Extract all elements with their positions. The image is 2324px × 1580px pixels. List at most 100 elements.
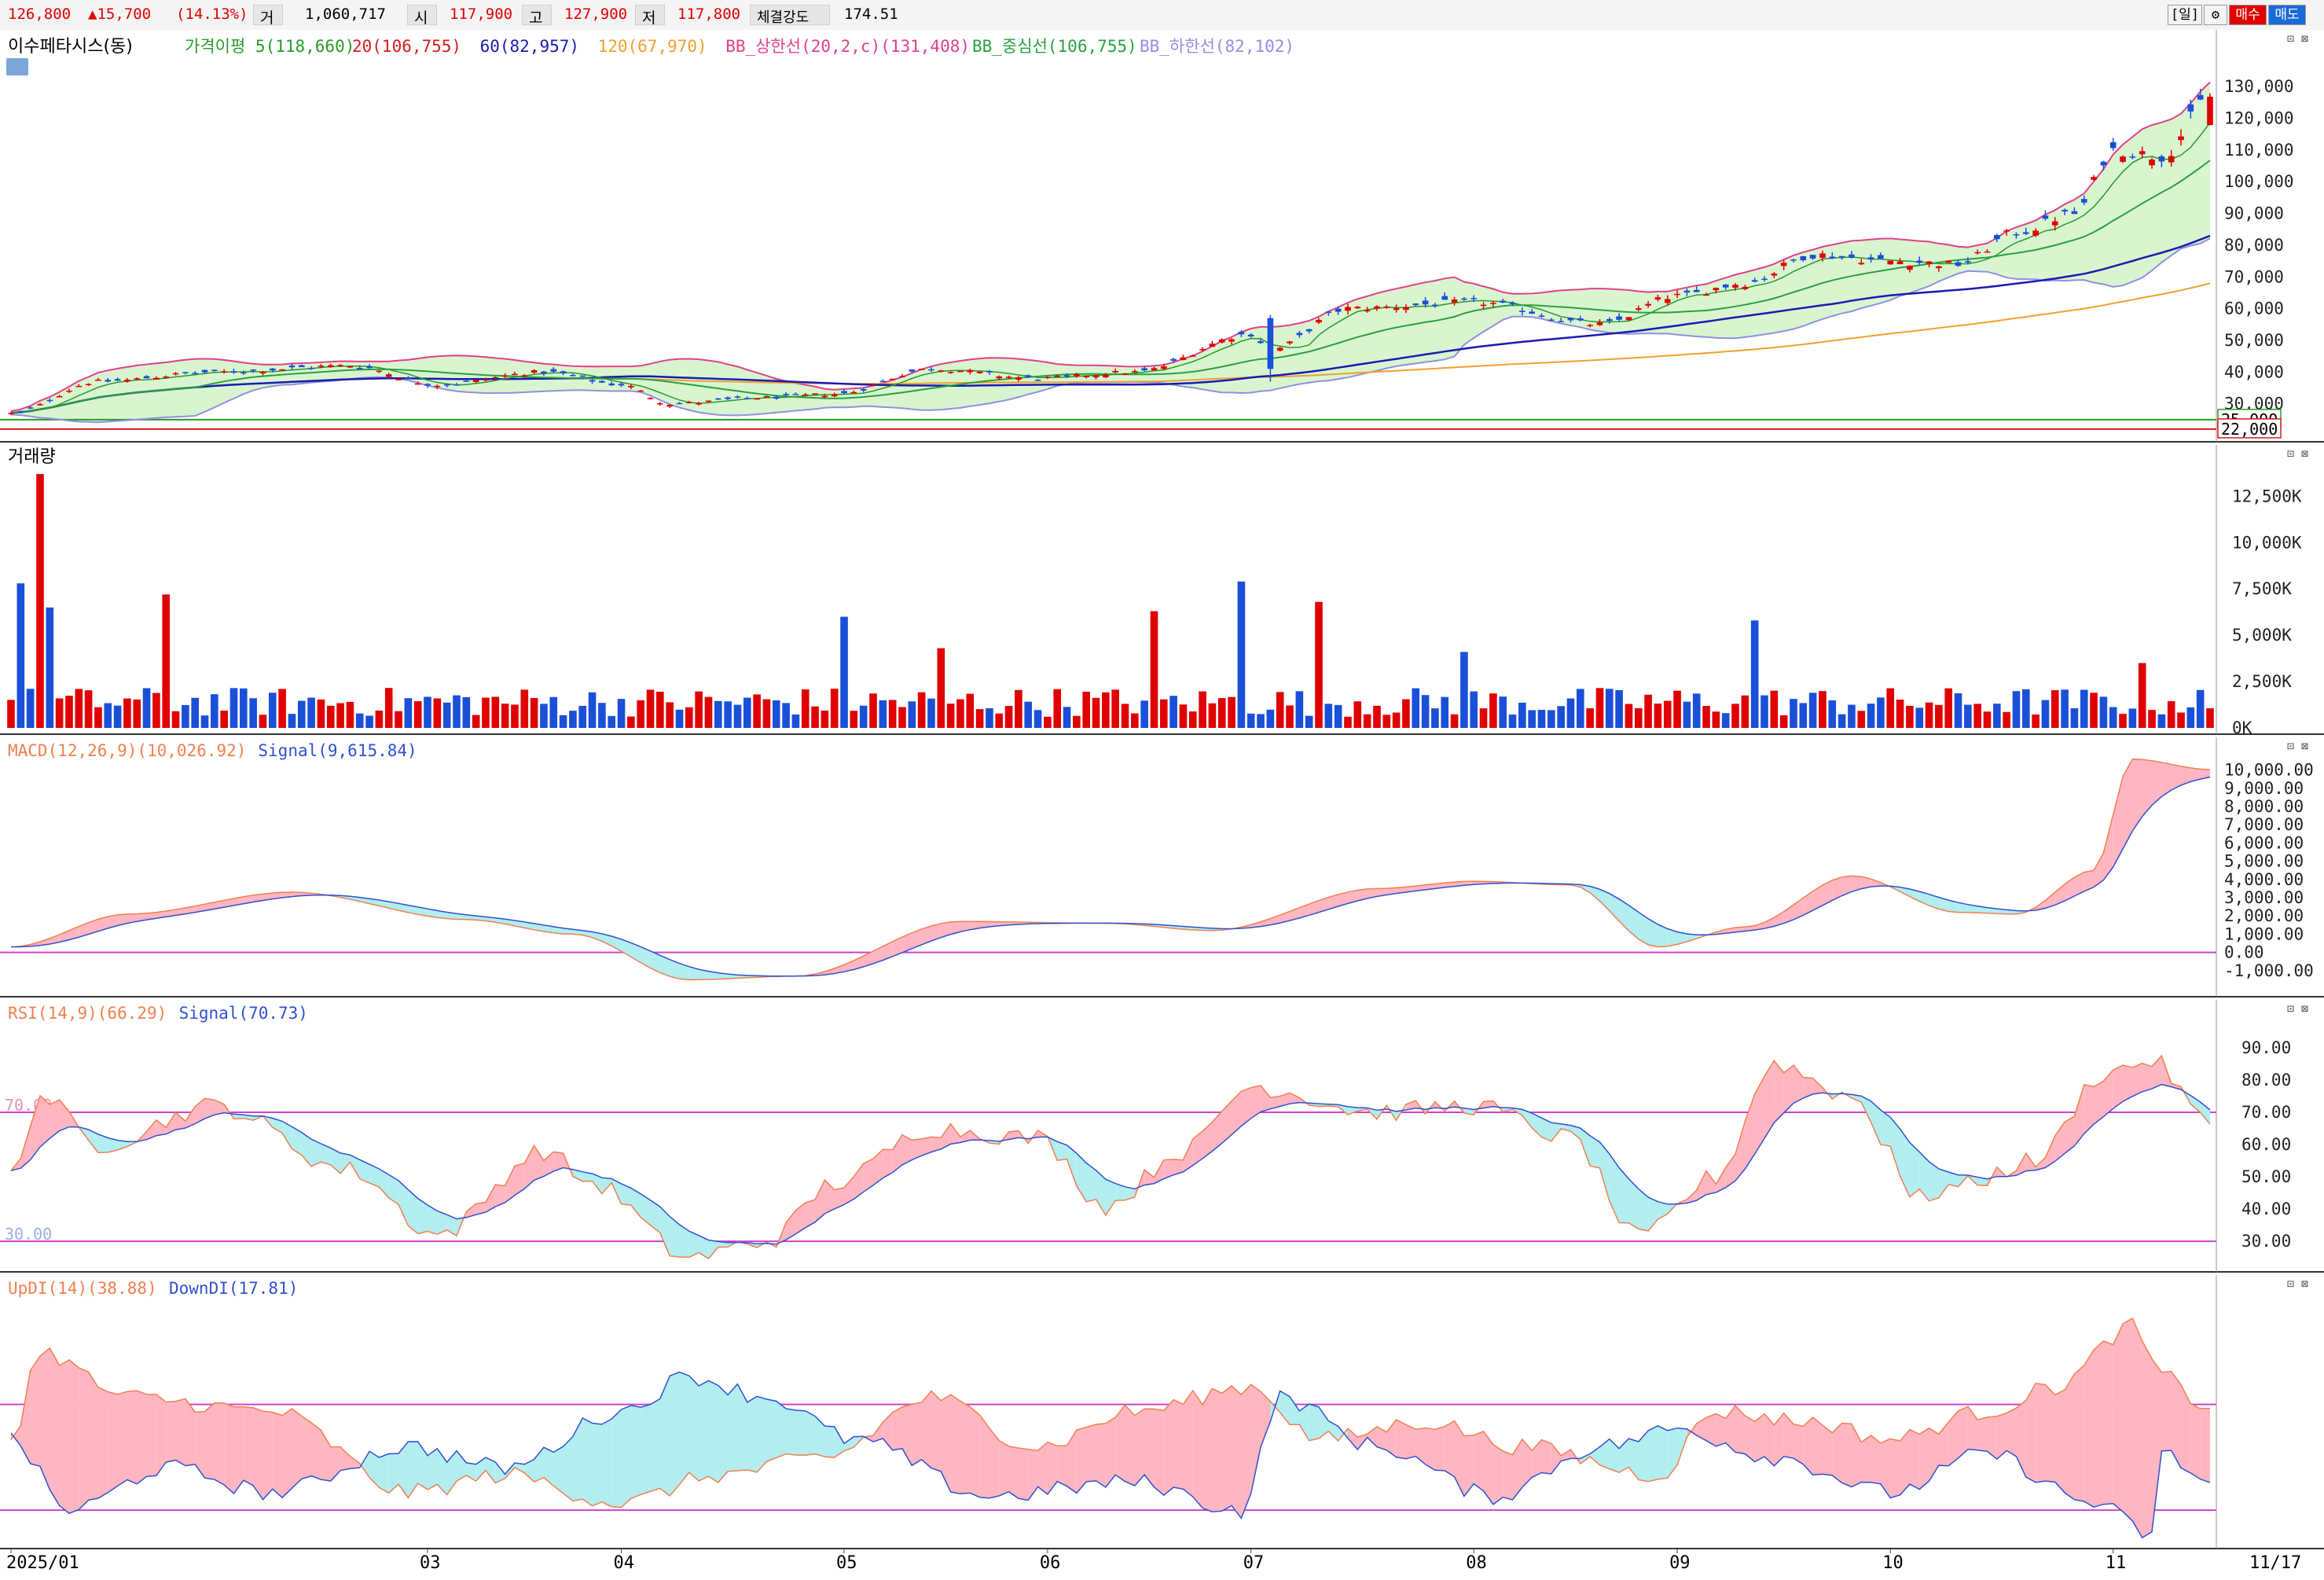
- dmi-fill: [2152, 1358, 2162, 1532]
- macd-fill: [417, 906, 428, 917]
- dmi-fill: [311, 1422, 321, 1480]
- macd-fill: [921, 925, 931, 945]
- volume-bar: [511, 704, 519, 728]
- rsi-fill: [901, 1134, 912, 1165]
- volume-bar: [1082, 691, 1090, 728]
- macd-fill: [1261, 918, 1271, 927]
- buy-button[interactable]: 매수: [2229, 5, 2267, 25]
- dmi-fill: [1541, 1439, 1551, 1475]
- macd-fill: [1357, 888, 1368, 901]
- macd-fill: [1687, 933, 1697, 942]
- volume-bar: [772, 700, 780, 728]
- macd-fill: [1415, 884, 1426, 891]
- dmi-fill: [388, 1453, 399, 1494]
- volume-bar: [1199, 691, 1206, 728]
- volume-bar: [1237, 581, 1246, 728]
- panel-buttons[interactable]: ⊡ ⊠: [2287, 446, 2308, 461]
- candle-body: [1345, 307, 1351, 311]
- candle-body: [230, 371, 237, 373]
- candle-body: [1238, 331, 1245, 335]
- macd-fill: [108, 914, 118, 928]
- macd-fill: [1367, 888, 1377, 898]
- candle-body: [1916, 260, 1923, 263]
- macd-fill: [901, 932, 912, 953]
- volume-bar: [1228, 696, 1235, 728]
- candle-body: [957, 370, 964, 373]
- candle-body: [1587, 325, 1593, 327]
- volume-bar: [171, 711, 180, 728]
- candle-body: [821, 395, 828, 398]
- macd-fill: [233, 896, 244, 906]
- volume-bar: [1944, 688, 1953, 728]
- candle-body: [1325, 311, 1332, 314]
- rsi-fill: [2190, 1095, 2201, 1113]
- candle-body: [754, 398, 760, 400]
- volume-bar: [2003, 711, 2010, 728]
- candle-body: [976, 371, 983, 373]
- candle-body: [1092, 375, 1100, 378]
- dmi-fill: [2190, 1403, 2201, 1479]
- volume-bar: [1131, 713, 1139, 728]
- x-axis-label: 09: [1669, 1553, 1691, 1573]
- volume-tick-label: 0K: [2232, 718, 2252, 737]
- macd-fill: [428, 909, 438, 918]
- volume-bar: [695, 691, 703, 728]
- rsi-fill: [1628, 1178, 1639, 1229]
- dmi-fill: [1532, 1439, 1542, 1478]
- dmi-fill: [921, 1391, 931, 1468]
- rsi-fill: [1290, 1093, 1300, 1104]
- volume-value: 1,060,717: [305, 6, 386, 23]
- rsi-fill: [350, 1155, 360, 1179]
- dmi-fill: [1047, 1442, 1058, 1494]
- settings-button[interactable]: ⚙: [2204, 5, 2227, 25]
- panel-buttons[interactable]: ⊡ ⊠: [2287, 1001, 2308, 1016]
- candle-body: [66, 390, 72, 392]
- candle-body: [434, 385, 441, 388]
- candle-body: [879, 380, 887, 383]
- rsi-fill: [1706, 1170, 1716, 1195]
- macd-fill: [2084, 870, 2095, 891]
- dmi-fill: [941, 1394, 951, 1492]
- macd-fill: [1822, 880, 1833, 906]
- dmi-fill: [292, 1409, 302, 1489]
- dmi-fill: [670, 1372, 680, 1497]
- candle-body: [2139, 151, 2146, 155]
- high-label: 고: [529, 9, 543, 27]
- panel-macd: [0, 737, 2324, 997]
- dmi-fill: [417, 1441, 428, 1490]
- macd-fill: [1861, 876, 1871, 889]
- dmi-fill: [253, 1407, 263, 1500]
- dmi-fill: [214, 1402, 225, 1486]
- rsi-fill: [185, 1106, 196, 1128]
- price-tick-label: 110,000: [2224, 141, 2294, 160]
- dmi-fill: [1076, 1427, 1087, 1494]
- panel-buttons[interactable]: ⊡ ⊠: [2287, 739, 2308, 753]
- panel-buttons[interactable]: ⊡ ⊠: [2287, 31, 2308, 46]
- volume-bar: [956, 699, 964, 728]
- candle-body: [705, 400, 712, 402]
- rsi-fill: [553, 1152, 564, 1172]
- volume-bar: [1857, 711, 1866, 728]
- x-axis-label: 07: [1243, 1553, 1265, 1573]
- volume-bar: [559, 715, 567, 728]
- period-button[interactable]: [일]: [2168, 5, 2202, 25]
- volume-bar: [1819, 691, 1827, 728]
- candle-body: [1180, 357, 1187, 360]
- panel-buttons[interactable]: ⊡ ⊠: [2287, 1277, 2308, 1291]
- candle-body: [1538, 315, 1545, 317]
- volume-bar: [1344, 716, 1352, 728]
- dmi-fill: [1434, 1426, 1445, 1471]
- macd-fill: [1338, 891, 1348, 906]
- volume-bar: [2021, 689, 2030, 728]
- dmi-fill: [699, 1380, 709, 1481]
- macd-fill: [1376, 888, 1387, 897]
- candle-body: [1693, 289, 1700, 292]
- volume-bar: [240, 688, 248, 728]
- sell-button[interactable]: 매도: [2268, 5, 2306, 25]
- rsi-fill: [311, 1139, 321, 1167]
- volume-bar: [1295, 691, 1304, 728]
- volume-bar: [530, 697, 538, 728]
- rsi-fill: [466, 1203, 476, 1218]
- macd-fill: [1405, 886, 1416, 892]
- rsi-fill: [1909, 1142, 1920, 1197]
